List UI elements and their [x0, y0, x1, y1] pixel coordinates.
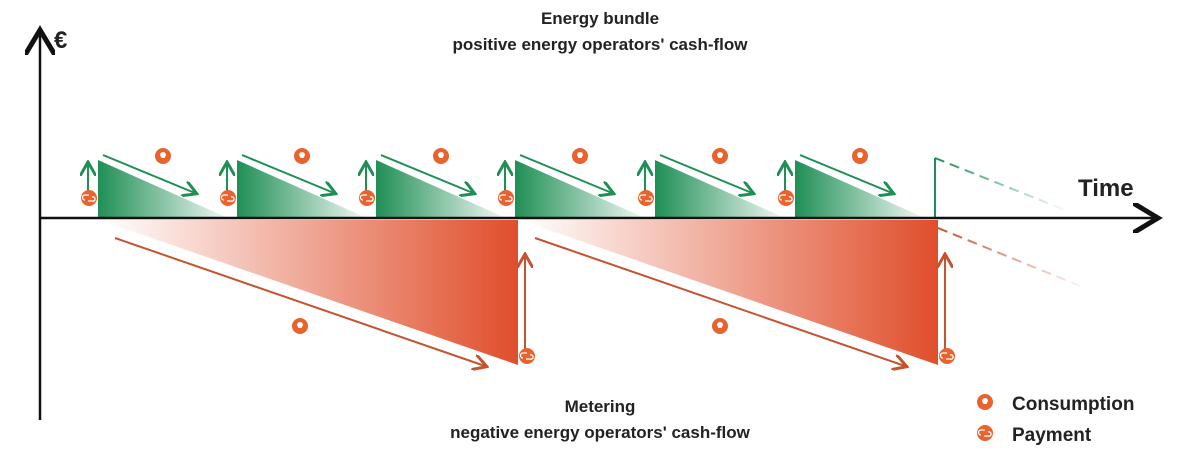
- icon-glyph: [220, 194, 235, 202]
- consumption-arrow: [519, 154, 612, 193]
- y-axis-label: €: [54, 27, 67, 54]
- icon-glyph: [297, 322, 303, 328]
- icon-glyph: [498, 194, 513, 202]
- payment-icon: [359, 190, 375, 206]
- positive-triangle: [237, 160, 367, 218]
- consumption-arrow: [380, 154, 473, 193]
- positive-continuation: [934, 157, 1071, 213]
- payment-icon: [939, 348, 955, 364]
- payment-icon: [498, 190, 514, 206]
- positive-triangle: [98, 160, 228, 218]
- positive-triangle: [795, 160, 925, 218]
- icon-glyph: [299, 152, 305, 158]
- icon-glyph: [577, 152, 583, 158]
- payment-icon: [977, 425, 993, 441]
- consumption-arrow: [241, 154, 334, 193]
- icon-glyph: [359, 194, 374, 202]
- payment-icon: [81, 190, 97, 206]
- top-subtitle: positive energy operators' cash-flow: [452, 35, 748, 54]
- legend-label: Payment: [1012, 425, 1092, 446]
- consumption-arrow: [799, 154, 892, 193]
- positive-triangle: [376, 160, 506, 218]
- negative-triangle: [520, 220, 938, 365]
- legend-label: Consumption: [1012, 394, 1134, 415]
- icon-glyph: [717, 322, 723, 328]
- negative-continuation: [937, 227, 1091, 291]
- icon-glyph: [778, 194, 793, 202]
- icon-glyph: [982, 398, 988, 404]
- negative-triangle: [100, 220, 518, 365]
- consumption-arrow: [114, 237, 485, 366]
- positive-triangle: [655, 160, 785, 218]
- bottom-title: Metering: [565, 397, 636, 416]
- payment-icon: [778, 190, 794, 206]
- icon-glyph: [977, 429, 992, 437]
- consumption-arrow: [659, 154, 752, 193]
- shapes: [81, 148, 1091, 366]
- consumption-arrow: [102, 154, 195, 193]
- icon-glyph: [438, 152, 444, 158]
- bottom-subtitle: negative energy operators' cash-flow: [450, 423, 751, 442]
- payment-icon: [220, 190, 236, 206]
- icon-glyph: [519, 352, 534, 360]
- icon-glyph: [81, 194, 96, 202]
- payment-icon: [519, 348, 535, 364]
- x-axis-label: Time: [1078, 175, 1134, 202]
- positive-triangle: [515, 160, 645, 218]
- icon-glyph: [939, 352, 954, 360]
- icon-glyph: [638, 194, 653, 202]
- consumption-arrow: [534, 237, 905, 366]
- top-title: Energy bundle: [541, 9, 659, 28]
- payment-icon: [638, 190, 654, 206]
- icon-glyph: [717, 152, 723, 158]
- icon-glyph: [160, 152, 166, 158]
- icon-glyph: [857, 152, 863, 158]
